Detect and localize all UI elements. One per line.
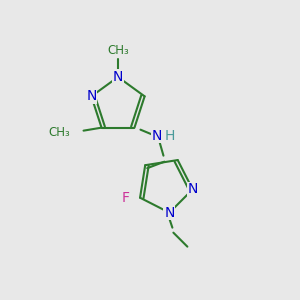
- Text: N: N: [113, 70, 123, 84]
- Text: N: N: [86, 89, 97, 103]
- Text: F: F: [122, 191, 130, 205]
- Text: N: N: [164, 206, 175, 220]
- Text: N: N: [188, 182, 198, 197]
- Text: CH₃: CH₃: [107, 44, 129, 58]
- Text: H: H: [164, 129, 175, 143]
- Text: N: N: [151, 129, 162, 143]
- Text: CH₃: CH₃: [49, 126, 70, 139]
